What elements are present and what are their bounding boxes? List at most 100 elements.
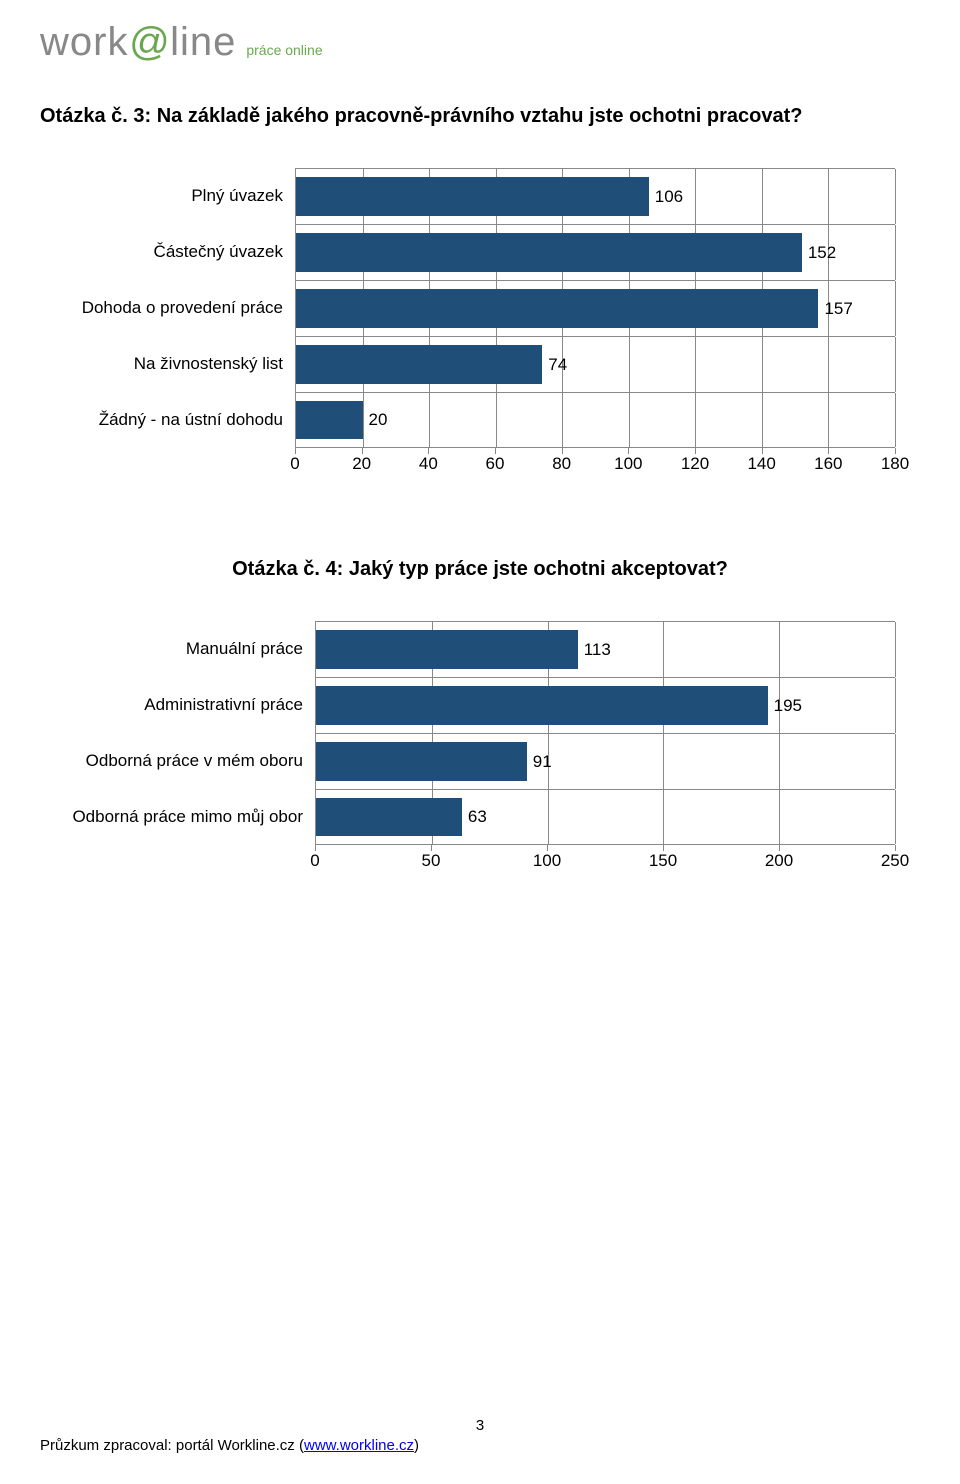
bar: [316, 630, 578, 669]
gridline: [895, 225, 896, 280]
bar-slot: 157: [296, 280, 895, 336]
tick-label: 100: [533, 851, 561, 871]
bar-value-label: 113: [578, 640, 611, 660]
bar: [296, 345, 542, 384]
tick-label: 40: [419, 454, 438, 474]
footer-suffix: ): [414, 1437, 419, 1454]
gridline: [828, 169, 829, 224]
gridline: [895, 622, 896, 677]
bar-value-label: 152: [802, 243, 836, 263]
bar: [296, 233, 802, 272]
tick-label: 0: [310, 851, 319, 871]
gridline: [779, 734, 780, 789]
chart-row: Dohoda o provedení práce 157: [65, 280, 895, 336]
chart-row: Administrativní práce 195: [65, 677, 895, 733]
chart-row: Manuální práce 113: [65, 621, 895, 677]
gridline: [695, 393, 696, 447]
gridline: [895, 790, 896, 844]
gridline: [895, 281, 896, 336]
gridline: [828, 393, 829, 447]
tick-label: 0: [290, 454, 299, 474]
plot-area: 195: [315, 677, 895, 733]
tick-label: 100: [614, 454, 642, 474]
category-label: Částečný úvazek: [65, 242, 295, 262]
bar: [316, 742, 527, 781]
axis-plot: 020406080100120140160180: [295, 448, 895, 478]
category-label: Plný úvazek: [65, 186, 295, 206]
bar-value-label: 91: [527, 752, 552, 772]
gridline: [663, 790, 664, 844]
tick-label: 150: [649, 851, 677, 871]
plot-area: 152: [295, 224, 895, 280]
tick-label: 20: [352, 454, 371, 474]
plot-area: 91: [315, 733, 895, 789]
x-axis: 050100150200250: [65, 845, 895, 875]
tick-label: 160: [814, 454, 842, 474]
gridline: [895, 337, 896, 392]
bar-value-label: 106: [649, 187, 683, 207]
category-label: Dohoda o provedení práce: [65, 298, 295, 318]
logo-part3: line: [170, 20, 236, 64]
category-label: Manuální práce: [65, 639, 315, 659]
gridline: [429, 393, 430, 447]
chart2-title: Otázka č. 4: Jaký typ práce jste ochotni…: [40, 558, 920, 581]
bar: [316, 798, 462, 836]
bar-slot: 20: [296, 392, 895, 448]
category-label: Administrativní práce: [65, 695, 315, 715]
tick-label: 60: [486, 454, 505, 474]
bar-slot: 152: [296, 224, 895, 280]
tick-label: 80: [552, 454, 571, 474]
gridline: [762, 169, 763, 224]
bar-value-label: 195: [768, 696, 802, 716]
gridline: [895, 169, 896, 224]
bar-slot: 91: [316, 733, 895, 789]
plot-area: 63: [315, 789, 895, 845]
gridline: [695, 169, 696, 224]
footer-text: Průzkum zpracoval: portál Workline.cz (w…: [40, 1437, 419, 1454]
page-number: 3: [476, 1417, 484, 1434]
footer-link[interactable]: www.workline.cz: [304, 1437, 414, 1454]
bar: [316, 686, 768, 725]
plot-area: 113: [315, 621, 895, 677]
page: work@line práce online Otázka č. 3: Na z…: [0, 0, 960, 1484]
logo-wordmark: work@line: [40, 20, 236, 65]
footer-prefix: Průzkum zpracoval: portál Workline.cz (: [40, 1437, 304, 1454]
bar-slot: 195: [316, 677, 895, 733]
gridline: [762, 337, 763, 392]
category-label: Odborná práce mimo můj obor: [65, 807, 315, 827]
tick-label: 140: [747, 454, 775, 474]
category-label: Odborná práce v mém oboru: [65, 751, 315, 771]
chart-row: Odborná práce v mém oboru 91: [65, 733, 895, 789]
gridline: [895, 678, 896, 733]
category-label: Na živnostenský list: [65, 354, 295, 374]
gridline: [779, 790, 780, 844]
axis-plot: 050100150200250: [315, 845, 895, 875]
tick-label: 50: [422, 851, 441, 871]
chart1: Plný úvazek 106 Částečný úvazek 152 Dohoda o…: [65, 168, 895, 478]
gridline: [629, 393, 630, 447]
chart-row: Žádný - na ústní dohodu20: [65, 392, 895, 448]
chart1-title: Otázka č. 3: Na základě jakého pracovně-…: [40, 105, 920, 128]
bar-slot: 113: [316, 621, 895, 677]
chart-row: Plný úvazek 106: [65, 168, 895, 224]
plot-area: 106: [295, 168, 895, 224]
logo-part1: work: [40, 20, 128, 64]
tick-label: 200: [765, 851, 793, 871]
bar-value-label: 157: [818, 299, 852, 319]
bar: [296, 177, 649, 216]
x-axis: 020406080100120140160180: [65, 448, 895, 478]
bar-value-label: 20: [363, 410, 388, 430]
chart2: Manuální práce 113 Administrativní práce 19…: [65, 621, 895, 875]
plot-area: 157: [295, 280, 895, 336]
gridline: [629, 337, 630, 392]
bar-slot: 74: [296, 336, 895, 392]
gridline: [548, 790, 549, 844]
axis-spacer: [65, 448, 295, 478]
plot-area: 74: [295, 336, 895, 392]
tick-label: 180: [881, 454, 909, 474]
logo-tagline: práce online: [246, 42, 322, 58]
tick-label: 120: [681, 454, 709, 474]
logo-part2: @: [128, 20, 170, 64]
gridline: [695, 337, 696, 392]
gridline: [762, 393, 763, 447]
